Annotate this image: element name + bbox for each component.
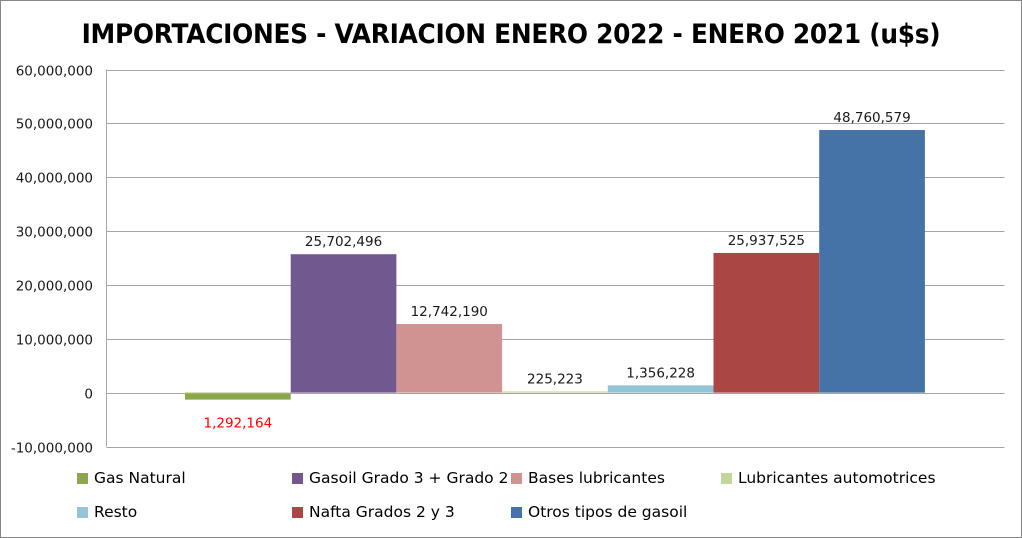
data-label: 48,760,579 [833,110,910,126]
data-label: 25,702,496 [305,234,382,250]
legend-item: Lubricantes automotrices [721,469,936,487]
y-tick-label: 0 [84,387,93,403]
bar-resto [607,385,714,393]
bar-bases-lubricantes [396,324,503,393]
y-tick-label: -10,000,000 [11,441,93,457]
legend-label: Bases lubricantes [528,469,665,487]
legend-item: Nafta Grados 2 y 3 [292,503,455,521]
legend-label: Otros tipos de gasoil [528,503,688,521]
data-label: 1,292,164 [203,416,272,432]
legend-item: Otros tipos de gasoil [511,503,687,521]
legend-swatch [292,506,303,518]
bar-otros-tipos-de-gasoil [819,130,925,393]
legend-item: Gas Natural [77,469,186,487]
legend-swatch [292,472,303,484]
y-tick-label: 60,000,000 [16,64,93,80]
legend-label: Gasoil Grado 3 + Grado 2 [309,469,509,487]
data-label: 225,223 [527,371,583,387]
legend-label: Nafta Grados 2 y 3 [309,503,455,521]
bar-gasoil-grado-3-grado-2 [290,254,397,393]
bar-gas-natural [185,392,291,400]
bar-nafta-grados-2-y-3 [713,252,820,393]
data-label: 25,937,525 [728,233,805,249]
legend-swatch [511,506,522,518]
legend-swatch [77,472,88,484]
data-label: 12,742,190 [411,304,488,320]
legend-label: Gas Natural [94,469,186,487]
legend-swatch [511,472,522,484]
bar-lubricantes-automotrices [502,391,608,393]
legend-label: Resto [94,503,138,521]
data-label: 1,356,228 [626,365,695,381]
legend-item: Gasoil Grado 3 + Grado 2 [292,469,508,487]
legend-item: Bases lubricantes [511,469,665,487]
y-tick-label: 50,000,000 [16,117,93,133]
y-tick-label: 40,000,000 [16,171,93,187]
legend-swatch [721,472,732,484]
legend-swatch [77,506,88,518]
legend-item: Resto [77,503,137,521]
y-tick-label: 10,000,000 [16,333,93,349]
y-tick-label: 30,000,000 [16,225,93,241]
y-tick-label: 20,000,000 [16,279,93,295]
legend-label: Lubricantes automotrices [738,469,936,487]
chart-title: IMPORTACIONES - VARIACION ENERO 2022 - E… [81,19,941,50]
